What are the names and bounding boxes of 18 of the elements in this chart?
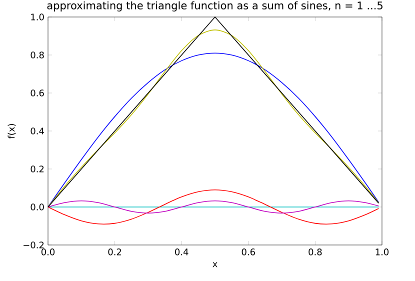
- x-tick-label: 0.8: [308, 248, 322, 256]
- x-tick-label: 0.0: [41, 248, 55, 256]
- x-tick-label: 0.6: [242, 248, 255, 256]
- y-tick-label: 0.0: [30, 204, 44, 210]
- line-series: [48, 189, 380, 224]
- x-axis-title: x: [212, 262, 218, 268]
- y-axis-title: f(x): [8, 124, 16, 139]
- y-tick-label: 0.2: [30, 166, 44, 172]
- x-tick-label: 0.4: [175, 248, 188, 256]
- x-tick-label: 1.0: [376, 248, 389, 256]
- y-tick-label: 0.4: [30, 128, 44, 134]
- y-tick-label: 0.8: [30, 52, 44, 58]
- x-tick-label: 0.2: [108, 248, 122, 256]
- line-series: [48, 200, 380, 214]
- y-tick-label: −0.2: [24, 242, 44, 248]
- y-tick-label: 0.6: [30, 90, 44, 96]
- y-tick-label: 1.0: [31, 14, 44, 20]
- chart-title: approximating the triangle function as a sum of sines, n = 1 ...5: [47, 1, 382, 12]
